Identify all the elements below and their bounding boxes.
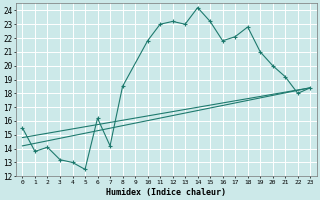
X-axis label: Humidex (Indice chaleur): Humidex (Indice chaleur) bbox=[106, 188, 226, 197]
